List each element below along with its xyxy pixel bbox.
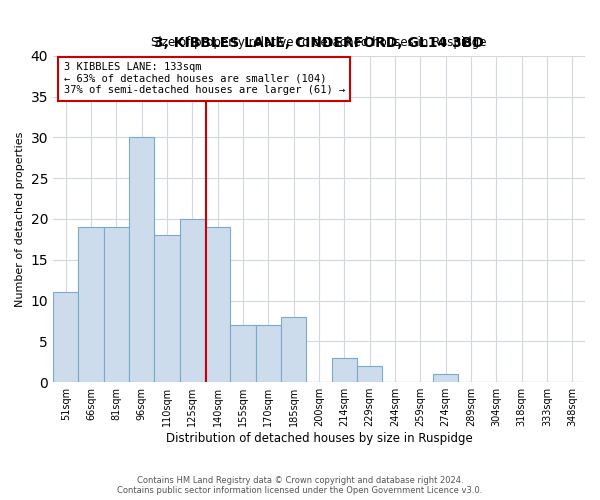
Title: 3, KIBBLES LANE, CINDERFORD, GL14 3BD: 3, KIBBLES LANE, CINDERFORD, GL14 3BD [154, 36, 484, 51]
Bar [256, 325, 281, 382]
Bar [332, 358, 357, 382]
Y-axis label: Number of detached properties: Number of detached properties [15, 132, 25, 306]
Bar [154, 236, 179, 382]
Bar [433, 374, 458, 382]
Text: Size of property relative to detached houses in Ruspidge: Size of property relative to detached ho… [151, 36, 487, 49]
Bar [357, 366, 382, 382]
Text: Contains HM Land Registry data © Crown copyright and database right 2024.
Contai: Contains HM Land Registry data © Crown c… [118, 476, 482, 495]
Bar [129, 138, 154, 382]
X-axis label: Distribution of detached houses by size in Ruspidge: Distribution of detached houses by size … [166, 432, 472, 445]
Bar [281, 317, 307, 382]
Bar [104, 227, 129, 382]
Bar [205, 227, 230, 382]
Bar [79, 227, 104, 382]
Text: 3 KIBBLES LANE: 133sqm
← 63% of detached houses are smaller (104)
37% of semi-de: 3 KIBBLES LANE: 133sqm ← 63% of detached… [64, 62, 345, 96]
Bar [179, 219, 205, 382]
Bar [230, 325, 256, 382]
Bar [53, 292, 79, 382]
